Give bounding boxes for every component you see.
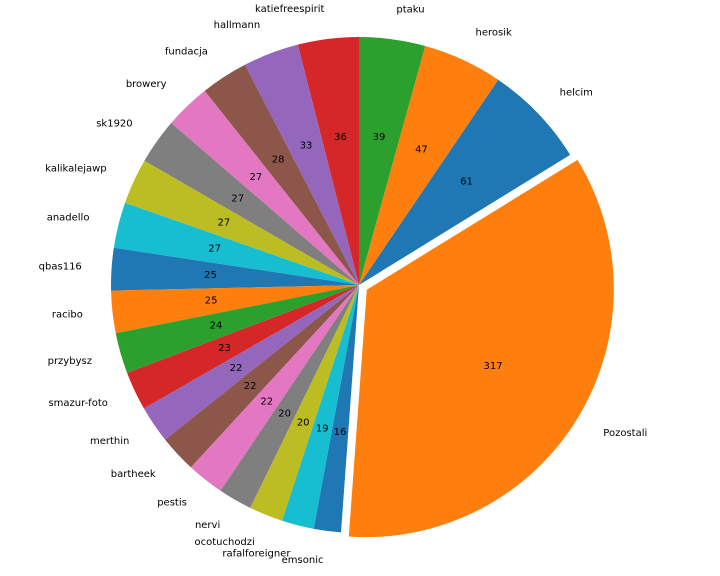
pie-category-label: sk1920 [96,119,132,130]
pie-category-label: merthin [90,436,129,447]
pie-slice-sk1920 [144,123,359,285]
pie-slice-kalikalejawp [125,160,359,285]
pie-slice-hallmann [244,44,359,286]
pie-slice-fundacja [204,64,359,286]
pie-category-label: ptaku [396,4,424,15]
pie-slice-smazur-foto [127,285,359,409]
pie-slice-ocotuchodzi [250,285,359,521]
pie-category-label: bartheek [111,469,156,480]
pie-value-label: 20 [297,417,310,428]
pie-category-label: herosik [476,27,512,38]
pie-value-label: 24 [210,320,223,331]
pie-slice-emsonic [313,285,359,533]
pie-value-label: 36 [334,132,347,143]
pie-value-label: 22 [260,396,273,407]
pie-value-label: 317 [483,361,502,372]
pie-category-label: smazur-foto [48,398,107,409]
pie-slice-racibo [111,285,359,334]
pie-slice-herosik [359,45,499,286]
pie-value-label: 23 [218,343,231,354]
pie-value-label: 61 [460,177,473,188]
pie-value-label: 33 [300,140,313,151]
pie-category-label: anadello [47,212,90,223]
pie-slice-rafalforeigner [282,285,359,529]
pie-value-label: 22 [244,381,257,392]
pie-category-label: helcim [560,87,593,98]
pie-category-label: katiefreespirit [255,4,325,15]
pie-slice-pestis [190,285,359,491]
pie-category-label: kalikalejawp [45,163,106,174]
pie-slice-merthin [143,285,359,440]
pie-category-labels: katiefreespirit hallmann fundacja browery sk… [39,4,648,566]
pie-slice-ptaku [359,37,426,285]
pie-category-label: pestis [157,497,187,508]
pie-category-label: browery [126,79,167,90]
pie-slices [110,37,614,538]
pie-value-label: 25 [204,270,217,281]
pie-value-label: 27 [217,217,230,228]
pie-category-label: ocotuchodzi [194,537,254,548]
pie-slice-nervi [220,285,359,508]
pie-value-label: 27 [208,244,221,255]
pie-category-label: racibo [52,310,83,321]
pie-slice-przybysz [115,285,359,373]
pie-slice-anadello [113,202,359,285]
pie-slice-katiefreespirit [297,37,359,285]
pie-category-label: emsonic [282,555,324,566]
pie-value-label: 19 [316,424,329,435]
pie-value-label: 22 [230,363,243,374]
pie-category-label: fundacja [165,46,208,57]
pie-category-label: przybysz [48,356,92,367]
slice-separator [346,289,367,537]
slice-separator [365,158,578,291]
pie-value-label: 28 [272,155,285,166]
pie-slice-qbas116 [110,247,359,291]
pie-value-label: 47 [415,144,428,155]
pie-category-label: Pozostali [603,428,647,439]
pie-slice-helcim [359,79,571,285]
pie-category-label: rafalforeigner [222,549,291,560]
pie-value-label: 27 [250,172,263,183]
pie-slice-bartheek [165,285,359,468]
pie-slice-pozostali [347,159,614,538]
pie-category-label: nervi [195,520,220,531]
pie-value-label: 27 [231,193,244,204]
pie-value-label: 16 [334,427,347,438]
pie-value-label: 20 [278,408,291,419]
pie-category-label: hallmann [214,20,261,31]
pie-value-label: 25 [205,296,218,307]
pie-category-label: qbas116 [39,262,82,273]
pie-slice-browery [171,90,359,285]
pie-value-label: 39 [373,132,386,143]
